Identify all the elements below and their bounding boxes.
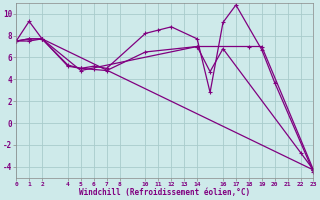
X-axis label: Windchill (Refroidissement éolien,°C): Windchill (Refroidissement éolien,°C) (79, 188, 250, 197)
